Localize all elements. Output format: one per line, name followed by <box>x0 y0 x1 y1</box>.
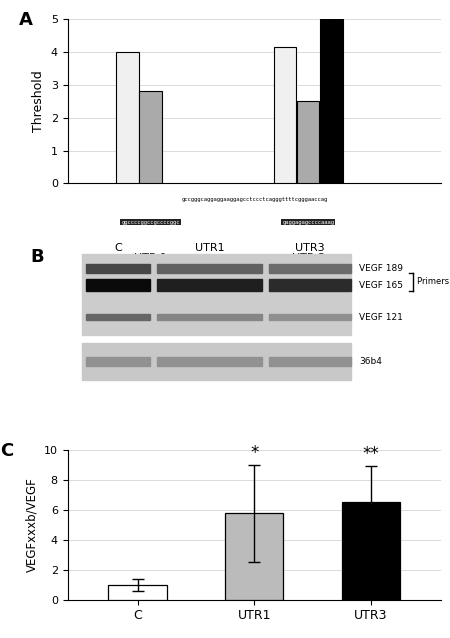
Bar <box>157 357 262 366</box>
Bar <box>342 502 400 600</box>
Text: ggccccggccgccccggc: ggccccggccgccccggc <box>121 219 180 225</box>
Text: 36b4: 36b4 <box>359 357 382 366</box>
Text: A: A <box>19 11 33 29</box>
Text: Primers 1-2: Primers 1-2 <box>417 278 450 286</box>
Bar <box>274 47 296 184</box>
Bar <box>225 514 284 600</box>
Bar <box>108 584 166 600</box>
Text: UTR 3: UTR 3 <box>292 253 325 262</box>
Text: gaggagagccccaaag: gaggagagccccaaag <box>282 219 334 225</box>
Y-axis label: Threshold: Threshold <box>32 70 45 132</box>
Y-axis label: VEGFxxxb/VEGF: VEGFxxxb/VEGF <box>25 477 38 572</box>
Bar <box>82 255 351 335</box>
Bar <box>86 357 150 366</box>
Bar <box>139 91 162 184</box>
Text: gccgggcaggaggaaggagcctccctcagggttttcgggaaccag: gccgggcaggaggaaggagcctccctcagggttttcggga… <box>181 197 328 202</box>
Bar <box>269 315 351 320</box>
Bar <box>320 19 343 184</box>
Text: *: * <box>250 443 258 462</box>
Bar <box>269 357 351 366</box>
Bar <box>86 263 150 273</box>
Bar <box>86 315 150 320</box>
Text: VEGF 121: VEGF 121 <box>359 313 403 322</box>
Text: B: B <box>30 248 44 266</box>
Text: UTR1: UTR1 <box>194 243 224 253</box>
Bar <box>86 279 150 291</box>
Bar <box>157 279 262 291</box>
Bar <box>82 343 351 380</box>
Text: VEGF 165: VEGF 165 <box>359 281 403 290</box>
Text: UTR3: UTR3 <box>296 243 325 253</box>
Bar <box>269 279 351 291</box>
Bar <box>157 263 262 273</box>
Legend: SRSF1, SRSF2, SRSF5: SRSF1, SRSF2, SRSF5 <box>156 278 352 296</box>
Bar <box>269 263 351 273</box>
Text: C: C <box>0 442 13 460</box>
Text: UTR 1: UTR 1 <box>134 253 167 262</box>
Text: **: ** <box>363 445 379 463</box>
Bar <box>157 315 262 320</box>
Text: VEGF 189: VEGF 189 <box>359 263 403 272</box>
Bar <box>116 52 139 184</box>
Bar <box>297 101 320 184</box>
Text: C: C <box>114 243 122 253</box>
